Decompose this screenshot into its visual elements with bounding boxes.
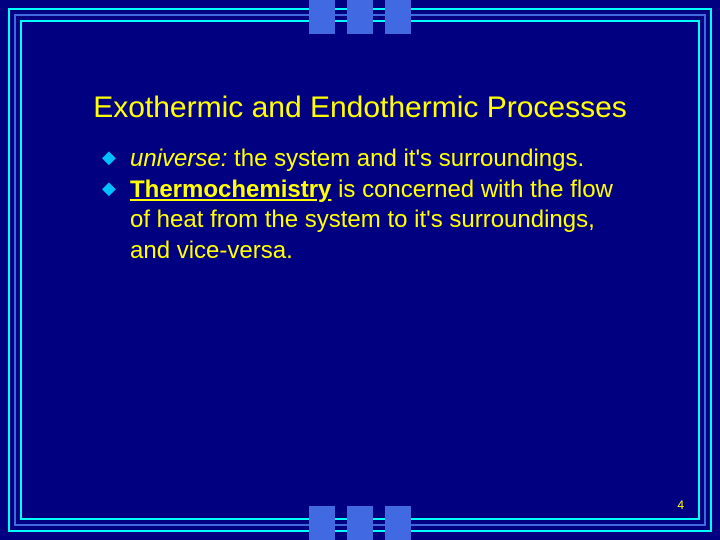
slide-title: Exothermic and Endothermic Processes [90, 90, 630, 126]
slide-content: Exothermic and Endothermic Processes uni… [90, 90, 630, 267]
bullet-item-1: universe: the system and it's surroundin… [130, 144, 630, 175]
bullet-rest-1: the system and it's surroundings. [227, 145, 584, 172]
bullet-list: universe: the system and it's surroundin… [90, 144, 630, 267]
page-number: 4 [677, 498, 684, 512]
bullet-term-1: universe: [130, 145, 227, 172]
top-decoration-bars [309, 0, 411, 34]
bullet-term-2: Thermochemistry [130, 176, 331, 203]
bullet-item-2: Thermochemistry is concerned with the fl… [130, 175, 630, 267]
bottom-decoration-bars [309, 506, 411, 540]
